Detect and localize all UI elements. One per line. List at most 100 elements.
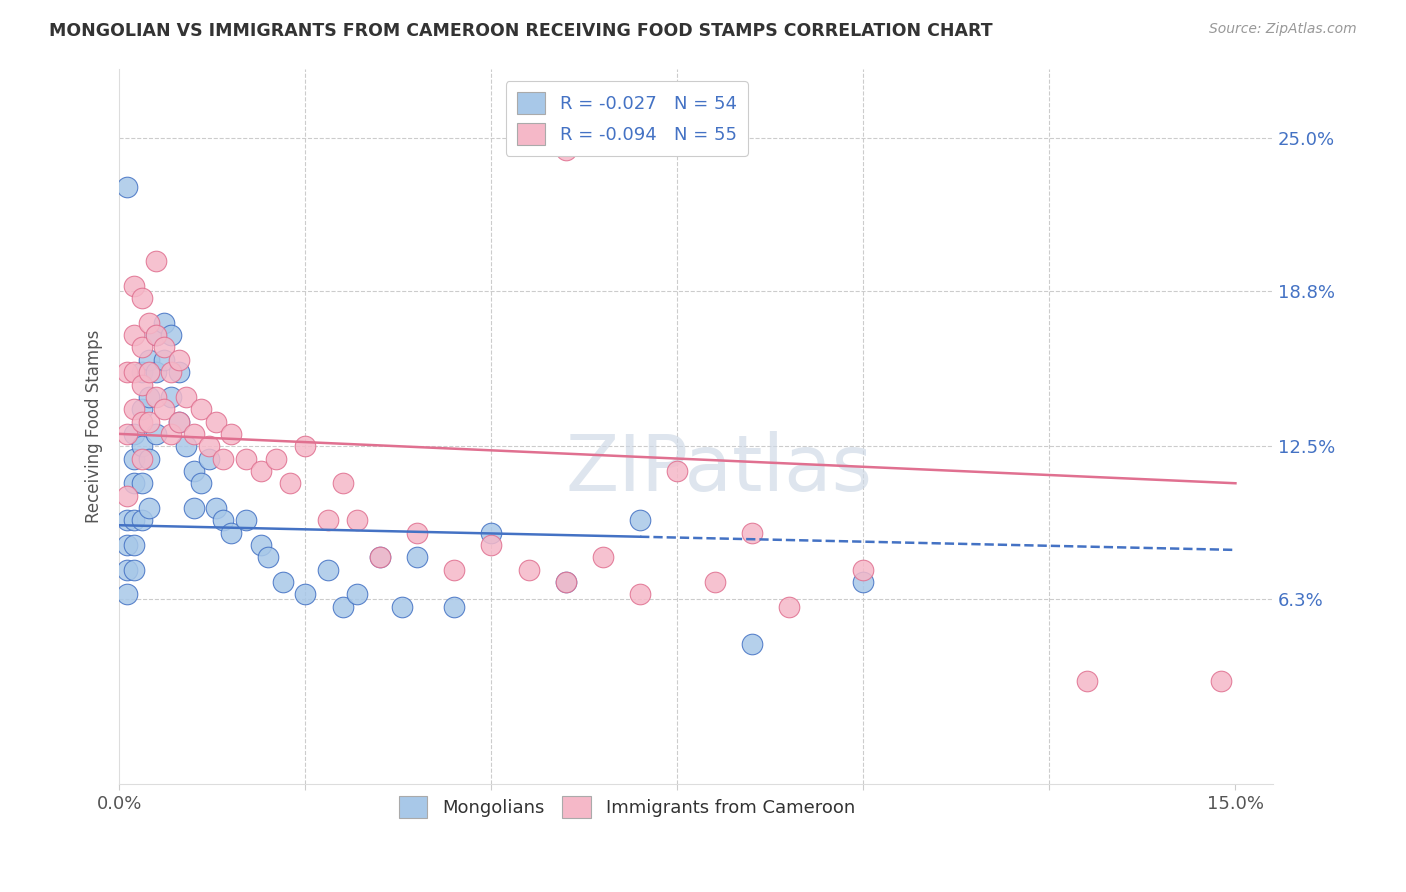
Point (153, 352, 176, 367)
Point (346, 513, 368, 527)
Point (122, 365, 145, 379)
Point (122, 538, 145, 552)
Point (741, 637, 763, 651)
Point (115, 489, 138, 503)
Point (197, 439, 219, 453)
Point (517, 563, 540, 577)
Point (249, 538, 271, 552)
Point (554, 143, 576, 157)
Point (257, 550, 280, 565)
Point (153, 316, 176, 330)
Point (138, 365, 160, 379)
Point (174, 439, 197, 453)
Point (153, 341, 176, 355)
Point (368, 550, 391, 565)
Point (138, 390, 160, 404)
Point (167, 365, 190, 379)
Point (160, 390, 183, 404)
Point (703, 574, 725, 589)
Point (368, 550, 391, 565)
Point (131, 415, 153, 429)
Point (294, 587, 316, 601)
Point (131, 513, 153, 527)
Point (145, 328, 167, 343)
Point (167, 352, 190, 367)
Point (391, 599, 413, 614)
Point (131, 341, 153, 355)
Point (131, 439, 153, 453)
Point (131, 291, 153, 305)
Legend: Mongolians, Immigrants from Cameroon: Mongolians, Immigrants from Cameroon (391, 789, 862, 825)
Text: ZIPatlas: ZIPatlas (565, 432, 873, 508)
Point (115, 426, 138, 441)
Point (852, 563, 875, 577)
Point (280, 476, 302, 491)
Point (115, 180, 138, 194)
Point (122, 476, 145, 491)
Point (778, 599, 800, 614)
Point (316, 563, 339, 577)
Point (115, 587, 138, 601)
Point (443, 599, 465, 614)
Point (479, 538, 502, 552)
Point (1076, 673, 1098, 688)
Point (122, 451, 145, 466)
Point (122, 328, 145, 343)
Point (145, 365, 167, 379)
Point (145, 390, 167, 404)
Point (406, 525, 429, 540)
Point (592, 550, 614, 565)
Point (115, 538, 138, 552)
Point (235, 513, 257, 527)
Point (131, 365, 153, 379)
Point (160, 365, 183, 379)
Point (628, 587, 651, 601)
Point (115, 563, 138, 577)
Point (138, 451, 160, 466)
Point (554, 574, 576, 589)
Point (183, 426, 205, 441)
Point (138, 316, 160, 330)
Point (249, 464, 271, 478)
Point (316, 513, 339, 527)
Point (183, 500, 205, 515)
Point (122, 426, 145, 441)
Point (145, 328, 167, 343)
Point (122, 563, 145, 577)
Point (332, 476, 354, 491)
Point (174, 390, 197, 404)
Text: MONGOLIAN VS IMMIGRANTS FROM CAMEROON RECEIVING FOOD STAMPS CORRELATION CHART: MONGOLIAN VS IMMIGRANTS FROM CAMEROON RE… (49, 22, 993, 40)
Point (479, 525, 502, 540)
Point (131, 451, 153, 466)
Point (131, 377, 153, 392)
Point (741, 525, 763, 540)
Text: Source: ZipAtlas.com: Source: ZipAtlas.com (1209, 22, 1357, 37)
Point (138, 352, 160, 367)
Point (666, 464, 689, 478)
Point (115, 365, 138, 379)
Point (1209, 673, 1232, 688)
Point (131, 402, 153, 417)
Point (852, 574, 875, 589)
Point (219, 525, 242, 540)
Point (160, 328, 183, 343)
Point (197, 451, 219, 466)
Point (122, 278, 145, 293)
Point (205, 500, 228, 515)
Point (219, 426, 242, 441)
Point (167, 415, 190, 429)
Point (122, 513, 145, 527)
Point (183, 464, 205, 478)
Point (122, 402, 145, 417)
Point (190, 402, 212, 417)
Point (554, 574, 576, 589)
Point (145, 426, 167, 441)
Point (212, 451, 235, 466)
Point (190, 476, 212, 491)
Point (443, 563, 465, 577)
Point (167, 415, 190, 429)
Y-axis label: Receiving Food Stamps: Receiving Food Stamps (86, 330, 103, 524)
Point (346, 587, 368, 601)
Point (160, 426, 183, 441)
Point (138, 500, 160, 515)
